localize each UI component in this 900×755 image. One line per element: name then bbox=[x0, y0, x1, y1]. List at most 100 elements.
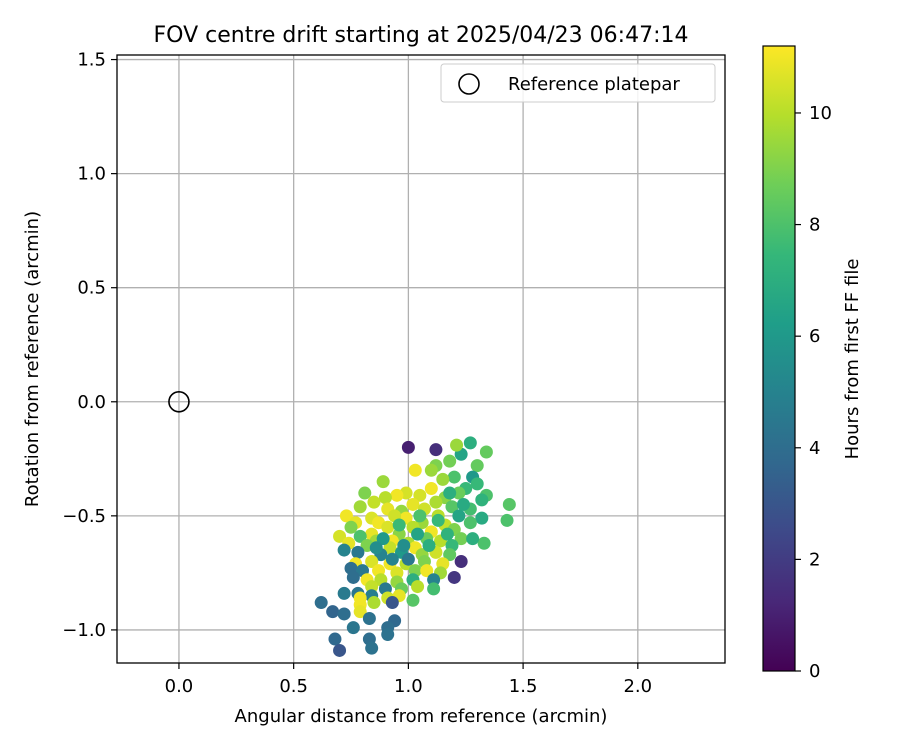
data-point bbox=[454, 532, 468, 546]
data-point bbox=[500, 513, 514, 527]
x-axis-label: Angular distance from reference (arcmin) bbox=[235, 706, 608, 727]
data-point bbox=[401, 552, 415, 566]
data-point bbox=[353, 500, 367, 514]
x-tick-label: 1.5 bbox=[509, 676, 538, 697]
colorbar-gradient bbox=[762, 45, 796, 672]
x-tick-label: 2.0 bbox=[623, 676, 652, 697]
data-point bbox=[456, 497, 470, 511]
data-point bbox=[314, 596, 328, 610]
data-point bbox=[445, 500, 459, 514]
y-tick-label: −0.5 bbox=[62, 506, 106, 527]
data-point bbox=[427, 573, 441, 587]
data-point bbox=[376, 475, 390, 489]
data-point bbox=[328, 632, 342, 646]
data-point bbox=[378, 491, 392, 505]
colorbar-tick-label: 8 bbox=[809, 215, 820, 236]
reference-marker-group bbox=[168, 390, 190, 413]
data-point bbox=[436, 472, 450, 486]
chart-title: FOV centre drift starting at 2025/04/23 … bbox=[154, 23, 689, 48]
data-point bbox=[470, 459, 484, 473]
x-axis-ticks: 0.0 0.5 1.0 1.5 2.0 bbox=[165, 663, 652, 697]
data-point bbox=[383, 541, 397, 555]
data-point bbox=[362, 612, 376, 626]
data-point bbox=[381, 520, 395, 534]
data-point bbox=[443, 486, 457, 500]
data-point bbox=[333, 643, 347, 657]
plot-area-frame bbox=[116, 54, 726, 664]
data-point bbox=[470, 477, 484, 491]
data-point bbox=[411, 580, 425, 594]
y-tick-label: 1.5 bbox=[77, 50, 106, 71]
data-point bbox=[450, 438, 464, 452]
colorbar-tick-label: 2 bbox=[809, 549, 820, 570]
data-point bbox=[376, 532, 390, 546]
data-point bbox=[466, 532, 480, 546]
data-point bbox=[477, 536, 491, 550]
data-point bbox=[346, 621, 360, 635]
data-point bbox=[369, 541, 383, 555]
data-point bbox=[346, 570, 360, 584]
data-point bbox=[351, 545, 365, 559]
data-point bbox=[408, 463, 422, 477]
data-point bbox=[413, 488, 427, 502]
data-point bbox=[333, 529, 347, 543]
data-point bbox=[365, 580, 379, 594]
data-point bbox=[429, 443, 443, 457]
legend-box bbox=[440, 63, 716, 103]
data-point bbox=[367, 495, 381, 509]
data-point bbox=[411, 527, 425, 541]
legend: Reference platepar bbox=[440, 63, 716, 103]
data-point bbox=[381, 627, 395, 641]
data-point bbox=[326, 605, 340, 619]
colorbar-tick-label: 6 bbox=[809, 326, 820, 347]
data-point bbox=[406, 497, 420, 511]
data-point bbox=[344, 520, 358, 534]
grid-lines bbox=[117, 55, 725, 663]
data-point bbox=[475, 493, 489, 507]
data-point bbox=[429, 495, 443, 509]
data-point bbox=[454, 554, 468, 568]
data-point bbox=[337, 543, 351, 557]
x-tick-label: 1.0 bbox=[394, 676, 423, 697]
data-point bbox=[367, 596, 381, 610]
data-point bbox=[420, 564, 434, 578]
y-tick-label: 0.5 bbox=[77, 278, 106, 299]
data-point bbox=[397, 539, 411, 553]
data-point bbox=[479, 445, 493, 459]
x-tick-label: 0.0 bbox=[165, 676, 194, 697]
data-point bbox=[365, 641, 379, 655]
colorbar-ticks: 0 2 4 6 8 10 bbox=[795, 103, 832, 682]
data-point bbox=[463, 516, 477, 530]
data-point bbox=[390, 488, 404, 502]
data-point bbox=[413, 509, 427, 523]
data-point bbox=[424, 463, 438, 477]
data-point bbox=[406, 593, 420, 607]
data-point bbox=[339, 509, 353, 523]
colorbar-tick-label: 0 bbox=[809, 661, 820, 682]
data-point bbox=[463, 436, 477, 450]
data-point bbox=[337, 607, 351, 621]
data-point bbox=[353, 605, 367, 619]
data-point bbox=[447, 470, 461, 484]
y-tick-label: −1.0 bbox=[62, 620, 106, 641]
colorbar: 0 2 4 6 8 10 Hours from first FF file bbox=[762, 45, 863, 682]
data-point bbox=[502, 497, 516, 511]
data-point bbox=[427, 582, 441, 596]
colorbar-tick-label: 4 bbox=[809, 438, 820, 459]
data-points bbox=[314, 436, 516, 657]
legend-marker-open-circle bbox=[458, 73, 480, 95]
data-point bbox=[365, 554, 379, 568]
data-point bbox=[390, 566, 404, 580]
data-point bbox=[337, 586, 351, 600]
colorbar-label: Hours from first FF file bbox=[842, 259, 863, 460]
data-point bbox=[452, 509, 466, 523]
colorbar-tick-label: 10 bbox=[809, 103, 832, 124]
reference-platepar-marker bbox=[168, 390, 190, 413]
data-point bbox=[440, 527, 454, 541]
legend-entry-reference-platepar: Reference platepar bbox=[508, 74, 680, 95]
data-point bbox=[424, 481, 438, 495]
data-point bbox=[447, 570, 461, 584]
y-axis-ticks: −1.0 −0.5 0.0 0.5 1.0 1.5 bbox=[62, 50, 117, 641]
